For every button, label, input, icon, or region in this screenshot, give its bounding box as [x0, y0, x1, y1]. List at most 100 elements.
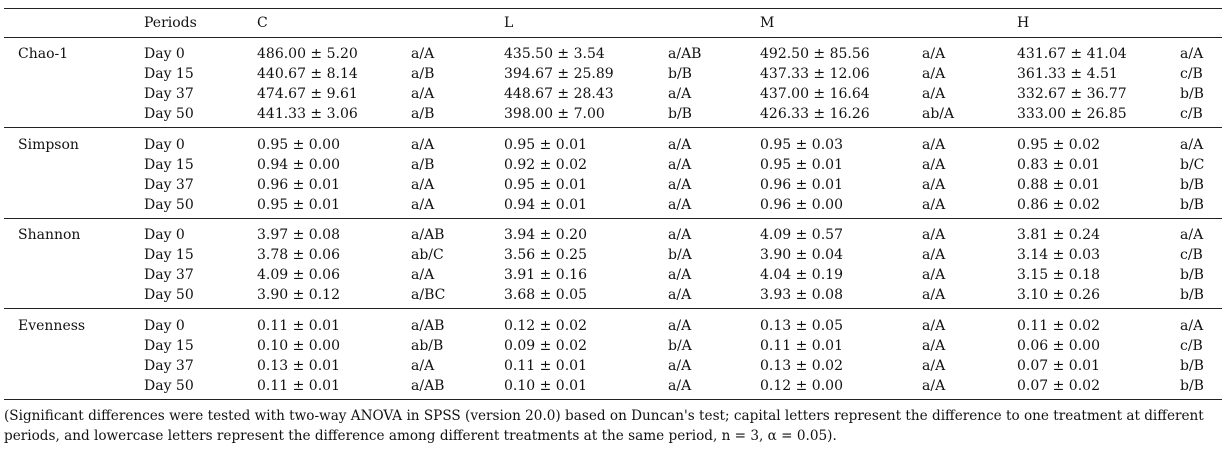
letter-cell: b/B: [1180, 287, 1204, 304]
value-cell: 332.67 ± 36.77: [1017, 86, 1127, 102]
period-cell: Day 15: [144, 66, 194, 82]
value-cell: 0.92 ± 0.02: [504, 156, 587, 173]
period-cell: Day 37: [144, 267, 194, 284]
letter-cell: a/A: [411, 267, 435, 284]
letter-cell: a/A: [922, 358, 946, 375]
letter-cell: ab/C: [411, 247, 444, 264]
period-cell: Day 0: [144, 136, 185, 153]
letter-cell: a/A: [668, 86, 692, 102]
letter-cell: b/B: [668, 66, 692, 82]
value-cell: 0.94 ± 0.00: [257, 156, 340, 173]
letter-cell: a/A: [668, 136, 692, 153]
value-cell: 0.86 ± 0.02: [1017, 196, 1100, 213]
value-cell: 3.10 ± 0.26: [1017, 287, 1100, 304]
letter-cell: a/AB: [668, 46, 702, 62]
value-cell: 0.13 ± 0.01: [257, 358, 340, 375]
footnote: (Significant differences were tested wit…: [4, 408, 1204, 444]
letter-cell: b/B: [1180, 358, 1204, 375]
value-cell: 440.67 ± 8.14: [257, 66, 358, 82]
group-label: Chao-1: [18, 46, 69, 62]
group-label: Evenness: [18, 318, 86, 335]
value-cell: 0.11 ± 0.01: [257, 318, 340, 335]
group-label: Simpson: [18, 136, 79, 153]
letter-cell: a/A: [922, 267, 946, 284]
value-cell: 0.06 ± 0.00: [1017, 338, 1100, 355]
letter-cell: b/B: [668, 106, 692, 122]
value-cell: 0.94 ± 0.01: [504, 196, 587, 213]
value-cell: 0.96 ± 0.01: [760, 176, 843, 193]
value-cell: 474.67 ± 9.61: [257, 86, 358, 102]
letter-cell: a/BC: [411, 287, 446, 304]
letter-cell: a/A: [922, 176, 946, 193]
value-cell: 3.78 ± 0.06: [257, 247, 340, 264]
value-cell: 0.11 ± 0.01: [257, 378, 340, 395]
value-cell: 0.13 ± 0.02: [760, 358, 843, 375]
letter-cell: a/A: [1180, 136, 1204, 153]
top-rule: [4, 8, 1222, 9]
period-cell: Day 37: [144, 86, 194, 102]
letter-cell: a/A: [1180, 46, 1204, 62]
letter-cell: a/A: [411, 176, 435, 193]
value-cell: 492.50 ± 85.56: [760, 46, 870, 62]
letter-cell: a/AB: [411, 378, 445, 395]
letter-cell: a/A: [922, 46, 946, 62]
value-cell: 0.95 ± 0.01: [760, 156, 843, 173]
value-cell: 0.88 ± 0.01: [1017, 176, 1100, 193]
value-cell: 3.93 ± 0.08: [760, 287, 843, 304]
column-header: M: [760, 15, 775, 31]
letter-cell: a/A: [922, 287, 946, 304]
header-rule: [4, 37, 1222, 38]
letter-cell: a/A: [668, 227, 692, 244]
letter-cell: a/A: [922, 196, 946, 213]
letter-cell: c/B: [1180, 247, 1203, 264]
letter-cell: a/A: [411, 196, 435, 213]
period-cell: Day 0: [144, 318, 185, 335]
period-cell: Day 50: [144, 196, 194, 213]
letter-cell: a/A: [1180, 318, 1204, 335]
value-cell: 3.81 ± 0.24: [1017, 227, 1100, 244]
value-cell: 0.96 ± 0.00: [760, 196, 843, 213]
letter-cell: a/B: [411, 106, 435, 122]
letter-cell: a/A: [922, 86, 946, 102]
letter-cell: b/A: [668, 247, 692, 264]
group-rule: [4, 399, 1222, 400]
value-cell: 4.04 ± 0.19: [760, 267, 843, 284]
value-cell: 0.95 ± 0.00: [257, 136, 340, 153]
value-cell: 441.33 ± 3.06: [257, 106, 358, 122]
group-rule: [4, 127, 1222, 128]
value-cell: 437.00 ± 16.64: [760, 86, 870, 102]
letter-cell: c/B: [1180, 106, 1203, 122]
letter-cell: a/A: [668, 156, 692, 173]
letter-cell: a/A: [411, 136, 435, 153]
value-cell: 0.11 ± 0.02: [1017, 318, 1100, 335]
value-cell: 431.67 ± 41.04: [1017, 46, 1127, 62]
value-cell: 3.94 ± 0.20: [504, 227, 587, 244]
value-cell: 486.00 ± 5.20: [257, 46, 358, 62]
value-cell: 437.33 ± 12.06: [760, 66, 870, 82]
value-cell: 3.15 ± 0.18: [1017, 267, 1100, 284]
letter-cell: a/A: [922, 66, 946, 82]
value-cell: 394.67 ± 25.89: [504, 66, 614, 82]
value-cell: 0.95 ± 0.02: [1017, 136, 1100, 153]
value-cell: 3.14 ± 0.03: [1017, 247, 1100, 264]
letter-cell: a/A: [668, 196, 692, 213]
letter-cell: b/A: [668, 338, 692, 355]
period-cell: Day 50: [144, 378, 194, 395]
period-cell: Day 50: [144, 106, 194, 122]
letter-cell: b/C: [1180, 156, 1205, 173]
letter-cell: a/A: [922, 227, 946, 244]
period-cell: Day 37: [144, 176, 194, 193]
value-cell: 0.10 ± 0.01: [504, 378, 587, 395]
value-cell: 0.96 ± 0.01: [257, 176, 340, 193]
period-cell: Day 37: [144, 358, 194, 375]
value-cell: 3.97 ± 0.08: [257, 227, 340, 244]
value-cell: 3.68 ± 0.05: [504, 287, 587, 304]
letter-cell: a/A: [922, 338, 946, 355]
period-cell: Day 15: [144, 247, 194, 264]
value-cell: 0.07 ± 0.02: [1017, 378, 1100, 395]
value-cell: 0.12 ± 0.02: [504, 318, 587, 335]
letter-cell: a/A: [411, 46, 435, 62]
letter-cell: a/B: [411, 66, 435, 82]
letter-cell: a/A: [411, 86, 435, 102]
